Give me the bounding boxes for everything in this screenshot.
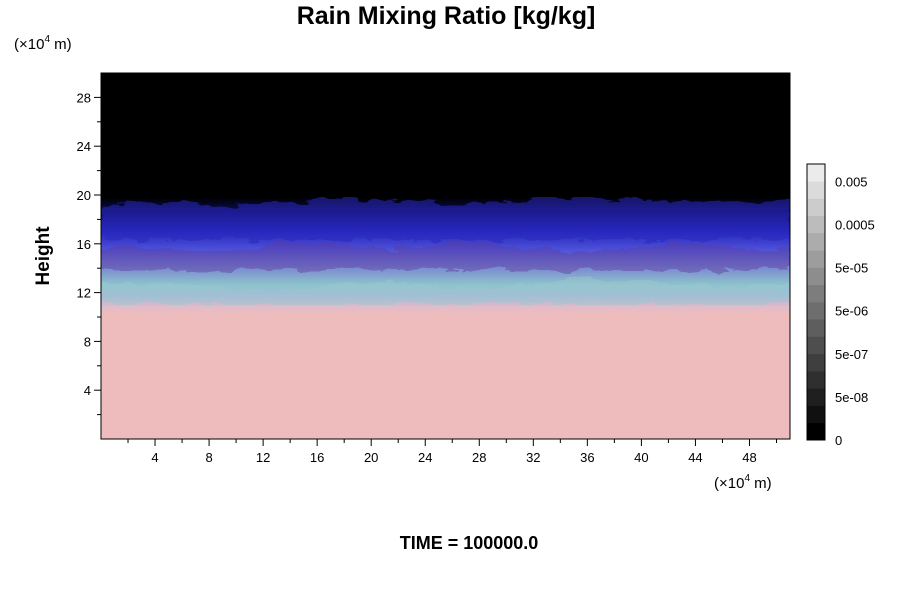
x-ticks: 4 8 12 16 20 24 28 32 36 40 44 48 [127,439,777,465]
plot-area [101,73,790,439]
x-tick-label: 28 [472,450,486,465]
x-tick-label: 20 [364,450,378,465]
colorbar-level [807,181,825,199]
y-tick-label: 24 [77,139,91,154]
x-tick-label: 44 [688,450,702,465]
colorbar: 0 5e-08 5e-07 5e-06 5e-05 0.0005 0.005 [806,163,875,448]
colorbar-level [807,388,825,406]
colorbar-label: 0 [835,433,842,448]
field-texture-low [101,278,790,305]
field-texture-mid [101,242,790,270]
colorbar-level [807,353,825,372]
y-ticks: 4 8 12 16 20 24 28 [77,90,101,416]
x-tick-label: 24 [418,450,432,465]
y-tick-label: 28 [77,90,91,105]
colorbar-label: 5e-05 [835,261,868,276]
x-tick-label: 32 [526,450,540,465]
time-label: TIME = 100000.0 [400,533,539,553]
colorbar-level [807,422,825,441]
x-tick-label: 16 [310,450,324,465]
colorbar-label: 5e-07 [835,347,868,362]
y-tick-label: 4 [84,383,91,398]
x-tick-label: 12 [256,450,270,465]
colorbar-level [807,164,825,182]
y-unit-label: (×104 m) [14,34,72,53]
colorbar-level [807,302,825,320]
colorbar-level [807,319,825,337]
colorbar-label: 0.005 [835,174,868,189]
colorbar-level [807,284,825,303]
colorbar-level [807,336,825,355]
x-tick-label: 8 [205,450,212,465]
x-unit-label: (×104 m) [714,473,772,492]
colorbar-level [807,215,825,234]
colorbar-label: 5e-08 [835,390,868,405]
colorbar-level [807,233,825,251]
x-tick-label: 36 [580,450,594,465]
y-tick-label: 8 [84,334,91,349]
colorbar-level [807,250,825,268]
plot-frame [100,72,791,440]
colorbar-level [807,267,825,286]
field-texture-upper [101,197,790,240]
colorbar-level [807,371,825,389]
y-tick-label: 12 [77,286,91,301]
x-tick-label: 4 [151,450,158,465]
colorbar-label: 0.0005 [835,217,875,232]
colorbar-level [807,198,825,217]
y-tick-label: 20 [77,188,91,203]
y-tick-label: 16 [77,237,91,252]
y-axis-label: Height [33,226,54,286]
colorbar-frame [806,163,826,441]
x-tick-label: 48 [742,450,756,465]
x-tick-label: 40 [634,450,648,465]
chart-title: Rain Mixing Ratio [kg/kg] [297,2,596,30]
colorbar-level [807,405,825,424]
colorbar-label: 5e-06 [835,304,868,319]
